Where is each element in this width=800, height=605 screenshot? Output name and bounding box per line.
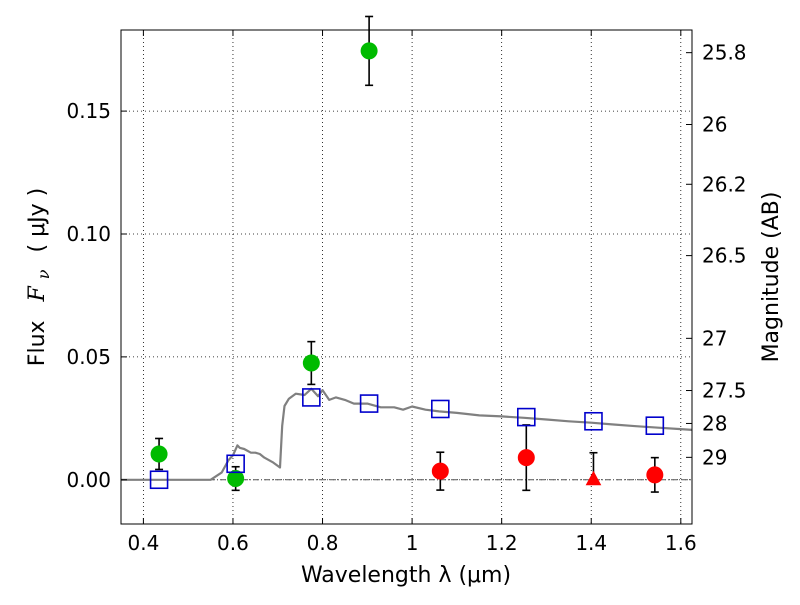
model-photometry-box — [645, 416, 665, 435]
magnitude-tick-label: 29 — [702, 445, 727, 469]
x-tick-label: 1.4 — [575, 531, 607, 555]
magnitude-tick-label: 28 — [702, 411, 727, 435]
model-photometry-box — [302, 388, 321, 407]
x-tick-label: 1 — [406, 531, 419, 555]
magnitude-tick-label: 26 — [702, 113, 727, 137]
model-photometry-box — [226, 454, 245, 474]
x-axis-ticks: 0.4 0.6 0.8 1 1.2 1.4 1.6 — [127, 30, 697, 555]
detected-point — [227, 470, 245, 488]
magnitude-axis-label: Magnitude (AB) — [759, 192, 784, 363]
magnitude-axis-ticks: 25.8 26 26.2 26.5 27 27.5 28 29 — [686, 41, 747, 469]
detected-point — [150, 445, 168, 463]
magnitude-tick-label: 27 — [702, 326, 727, 350]
nondetected-point — [517, 449, 535, 467]
magnitude-tick-label: 26.5 — [702, 244, 747, 268]
x-tick-label: 0.6 — [217, 531, 249, 555]
y-axis-label: Flux F ν ( μJy ) — [25, 188, 55, 366]
detected-point — [360, 42, 378, 60]
model-photometry-box — [431, 399, 450, 419]
model-photometry-box — [149, 470, 169, 490]
model-photometry-markers — [149, 388, 665, 490]
data-points — [150, 42, 664, 488]
plot-frame — [120, 29, 693, 525]
model-photometry-box — [359, 394, 379, 413]
upper-limit-marker — [585, 470, 602, 486]
detected-point — [302, 354, 320, 372]
magnitude-tick-label: 27.5 — [702, 379, 747, 403]
nondetected-point — [646, 466, 664, 484]
y-tick-label: 0.05 — [66, 345, 111, 369]
model-photometry-box — [584, 411, 603, 431]
x-tick-label: 0.4 — [127, 531, 159, 555]
y-axis-label-text: Flux — [25, 320, 50, 366]
magnitude-tick-label: 25.8 — [702, 41, 747, 65]
x-tick-label: 0.8 — [307, 531, 339, 555]
nondetected-point — [431, 462, 449, 480]
model-photometry-box — [516, 407, 536, 427]
y-axis-ticks: 0.00 0.05 0.10 0.15 — [66, 99, 127, 492]
x-tick-label: 1.2 — [486, 531, 518, 555]
y-axis-label-symbol: F — [25, 285, 50, 302]
magnitude-tick-label: 26.2 — [702, 172, 747, 196]
x-tick-label: 1.6 — [665, 531, 697, 555]
y-axis-label-subscript: ν — [34, 269, 53, 279]
y-axis-label-unit: ( μJy ) — [25, 188, 50, 253]
y-tick-label: 0.00 — [66, 468, 111, 492]
x-axis-label: Wavelength λ (μm) — [301, 563, 511, 588]
y-tick-label: 0.10 — [66, 222, 111, 246]
y-tick-label: 0.15 — [66, 99, 111, 123]
